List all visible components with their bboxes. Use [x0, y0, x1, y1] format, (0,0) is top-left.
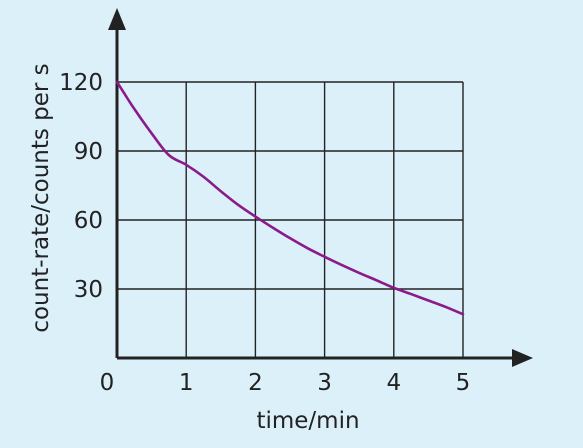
tick-labels: 0 1 2 3 4 5 30 60 90 120 — [59, 70, 470, 396]
series-layer — [115, 80, 465, 316]
x-axis-label: time/min — [256, 408, 359, 434]
axes — [108, 8, 533, 367]
y-tick-label: 60 — [74, 208, 103, 234]
x-tick-label: 0 — [100, 370, 115, 396]
x-tick-label: 2 — [248, 370, 263, 396]
x-tick-label: 3 — [317, 370, 332, 396]
x-tick-label: 1 — [179, 370, 194, 396]
y-tick-label: 90 — [74, 139, 103, 165]
series-line — [115, 80, 465, 316]
y-axis-label: count-rate/counts per s — [28, 63, 54, 332]
y-tick-label: 120 — [59, 70, 103, 96]
x-axis-arrow-icon — [512, 349, 533, 367]
x-tick-label: 5 — [456, 370, 471, 396]
y-axis-arrow-icon — [108, 8, 126, 30]
y-tick-label: 30 — [74, 277, 103, 303]
x-tick-label: 4 — [386, 370, 401, 396]
grid — [117, 81, 464, 358]
